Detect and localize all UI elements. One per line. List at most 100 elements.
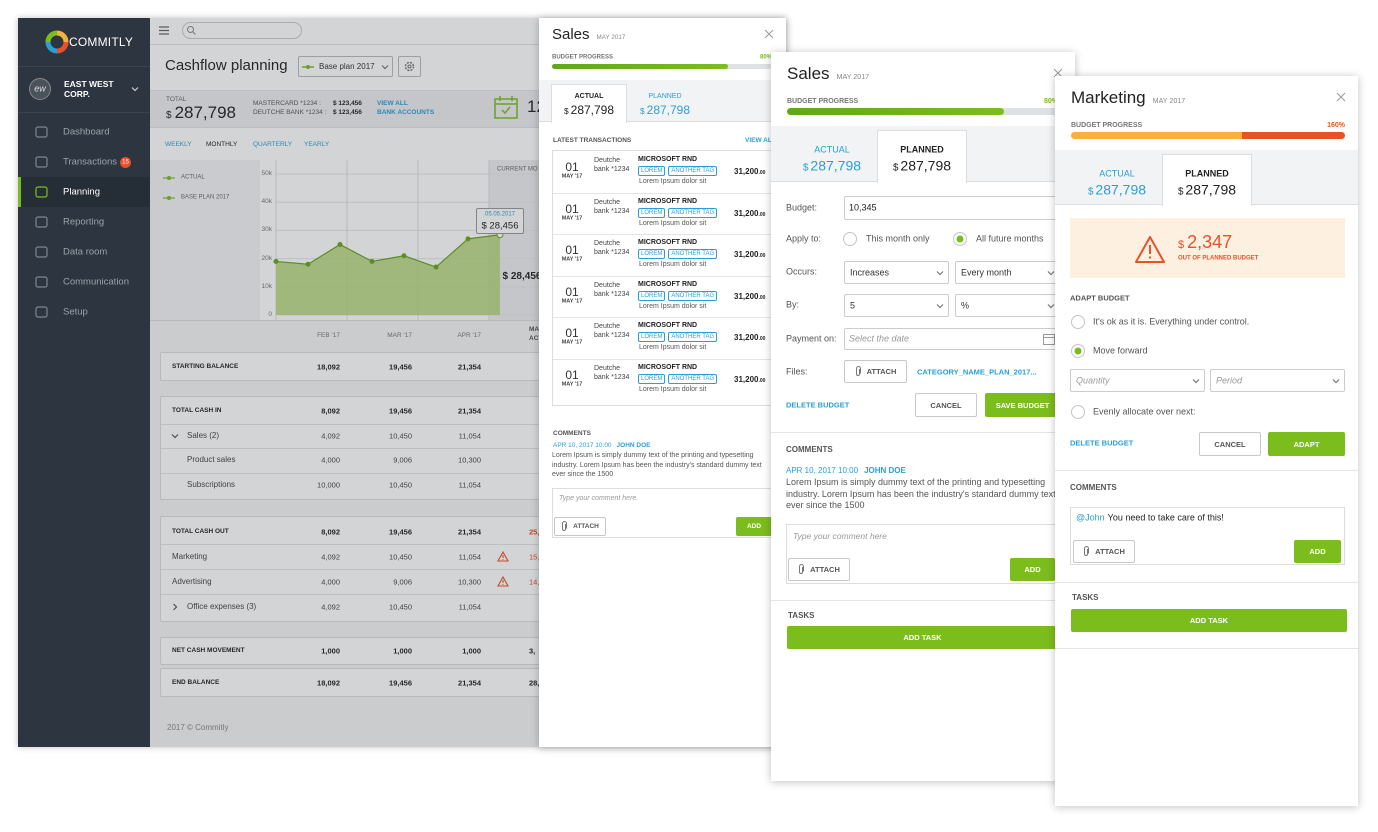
paperclip-shape [855, 366, 861, 376]
file-name: CATEGORY_NAME_PLAN_2017... [917, 367, 1037, 377]
close-icon [764, 29, 774, 39]
transaction-day: 01 [565, 367, 579, 382]
comments-heading: COMMENTS [1070, 483, 1117, 493]
unit-select[interactable] [955, 294, 1060, 317]
sidebar [18, 18, 150, 747]
transaction-tags: LOREM ANOTHER TAG [638, 332, 718, 343]
progress-fill [1071, 132, 1243, 139]
unit-select-value: % [961, 300, 970, 311]
attach-button[interactable]: ATTACH [1073, 540, 1135, 563]
period-tab: WEEKLY [165, 141, 192, 149]
cell-value: 11,054 [458, 431, 481, 441]
comment-date: APR 10, 2017 10:00 [553, 442, 612, 450]
table-group [160, 352, 550, 381]
cell-value-partial: 14, [529, 577, 540, 586]
warning-amount: $2,347 [1178, 232, 1232, 254]
nav-icon-part [35, 276, 48, 288]
tab-label: ACTUAL [814, 144, 850, 155]
transaction-name: MICROSOFT RND [638, 322, 698, 330]
attach-button[interactable]: ATTACH [554, 517, 606, 536]
legend-label: ACTUAL [181, 174, 205, 181]
plan-select[interactable] [298, 56, 393, 77]
divider [161, 423, 541, 425]
row-label: Subscriptions [187, 479, 236, 489]
nav-badge [120, 157, 131, 168]
transaction-amount: 31,200.00 [734, 209, 765, 219]
cancel-button[interactable]: CANCEL [1199, 432, 1261, 456]
save-budget-button[interactable]: SAVE BUDGET [985, 393, 1060, 417]
tab-currency: $ [1177, 186, 1184, 198]
add-comment-button[interactable]: ADD [1294, 540, 1341, 563]
budget-input[interactable] [844, 196, 1060, 220]
divider [161, 544, 541, 545]
delete-budget-link: DELETE BUDGET [1070, 438, 1134, 448]
transaction-day: 01 [565, 326, 579, 341]
occurs-select-value: Increases [850, 267, 890, 278]
close-icon [1336, 92, 1346, 102]
tab-value: 287,798 [1095, 181, 1147, 198]
quantity-select-value: Quantity [1076, 375, 1110, 386]
nav-item: Data room [63, 246, 108, 258]
plan-icon [302, 65, 314, 69]
comment-author: JOHN DOE [864, 466, 906, 476]
attach-file-button-label: ATTACH [866, 367, 897, 376]
paperclip-icon [562, 521, 568, 531]
transaction-amount: 31,200.00 [734, 375, 765, 385]
add-task-button[interactable]: ADD TASK [1071, 609, 1347, 632]
amount-cents: .00 [758, 336, 766, 343]
attach-button[interactable]: ATTACH [788, 558, 850, 581]
search-icon [187, 26, 196, 35]
nav-item: Setup [63, 306, 88, 318]
amount-main: 31,200 [734, 167, 759, 177]
add-comment-button[interactable]: ADD [1010, 558, 1055, 581]
amount-select[interactable] [844, 294, 949, 317]
menu-icon [159, 26, 169, 35]
cell-value: 10,300 [458, 455, 481, 465]
comment-placeholder: Type your comment here [793, 530, 887, 541]
transaction-tags: LOREM ANOTHER TAG [638, 249, 718, 260]
tag: LOREM [638, 207, 666, 218]
occurs-select[interactable] [844, 261, 949, 284]
transaction-bank: Deutche bank *1234 [594, 365, 630, 381]
transaction-month: MAY '17 [561, 215, 583, 222]
add-comment-button-label: ADD [1024, 565, 1041, 574]
nav-icon [35, 276, 48, 288]
search-field[interactable] [182, 22, 302, 39]
cell-value: 10,300 [458, 577, 481, 586]
transaction-month: MAY '17 [561, 256, 583, 263]
form-label: Files: [786, 366, 808, 377]
comments-heading: COMMENTS [786, 445, 833, 455]
logo-mark-part [45, 30, 69, 54]
warning-box [1070, 218, 1345, 278]
transaction-amount: 31,200.00 [734, 250, 765, 260]
divider [1055, 648, 1358, 649]
adapt-button[interactable]: ADAPT [1268, 432, 1345, 456]
comment-mention: @John [1076, 512, 1105, 523]
cancel-button-label: CANCEL [930, 400, 962, 410]
period-select-value: Period [1216, 375, 1243, 386]
cancel-button[interactable]: CANCEL [915, 393, 977, 417]
divider [161, 569, 541, 570]
settings-button[interactable] [398, 56, 421, 77]
comment-meta: APR 10, 2017 10:00 JOHN DOE [553, 442, 651, 450]
quantity-select[interactable] [1070, 369, 1205, 392]
tag: ANOTHER TAG [668, 207, 718, 218]
attach-file-button[interactable]: ATTACH [844, 360, 907, 383]
tooltip-date: 05.05.2017 [484, 211, 516, 218]
period-select[interactable] [1210, 369, 1345, 392]
table-group [160, 668, 550, 697]
nav-item: Planning [63, 186, 100, 198]
form-label: Occurs: [786, 266, 818, 277]
add-comment-button-label: ADD [746, 523, 762, 530]
row-label: NET CASH MOVEMENT [172, 647, 245, 655]
transaction-description: Lorem Ipsum dolor sit [639, 177, 707, 185]
row-label: END BALANCE [172, 678, 220, 686]
tab-currency: $ [892, 162, 899, 174]
row-label: STARTING BALANCE [172, 362, 239, 370]
radio [953, 232, 967, 246]
add-comment-button[interactable]: ADD [736, 517, 772, 536]
add-task-button[interactable]: ADD TASK [787, 626, 1058, 649]
paperclip-icon [855, 366, 861, 376]
cell-value-partial: 15, [529, 552, 540, 561]
column-header: MA [529, 326, 540, 334]
